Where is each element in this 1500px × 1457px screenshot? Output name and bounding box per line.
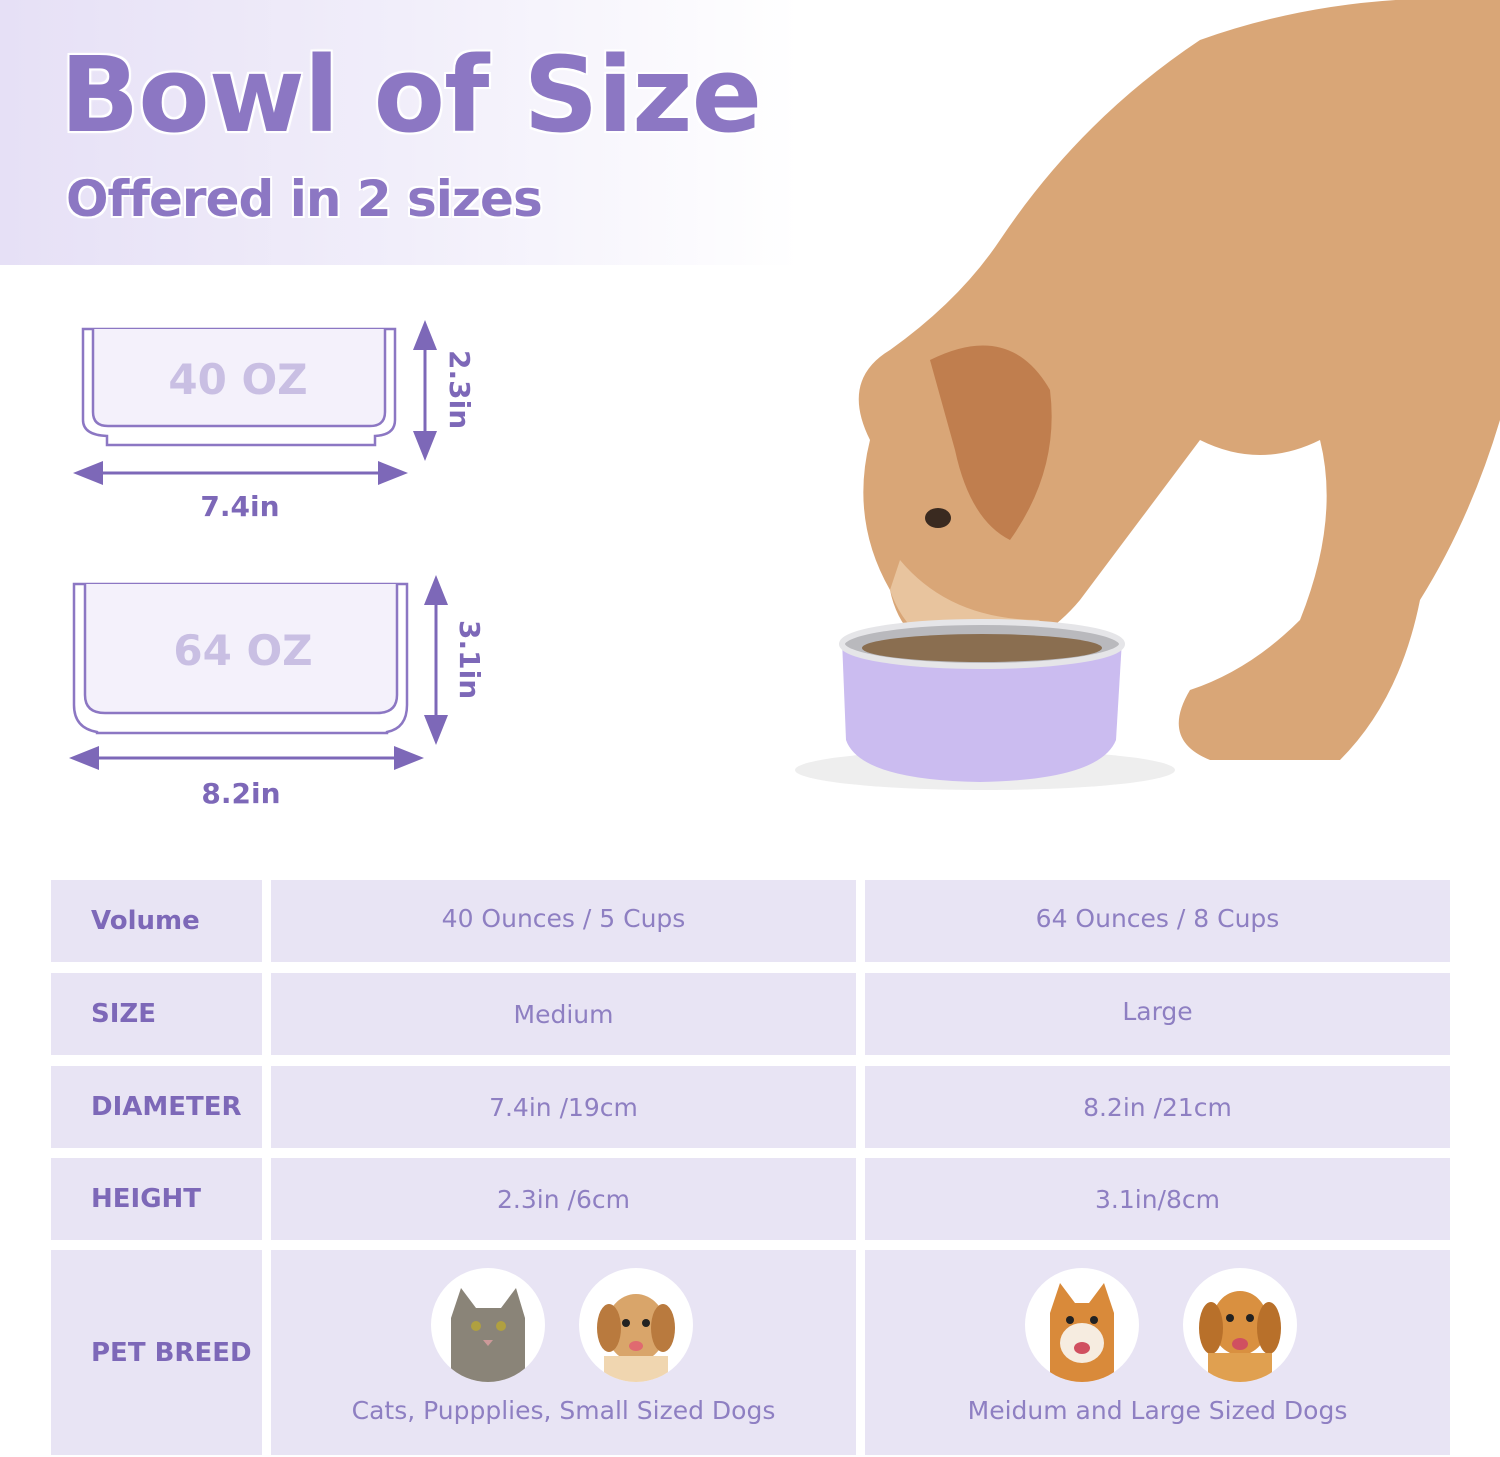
volume-medium: 40 Ounces / 5 Cups [271,880,856,962]
page-title: Bowl of Size [60,34,762,156]
large-capacity: 64 OZ [173,626,312,675]
large-width-label: 8.2in [201,777,280,810]
size-large: Large [865,973,1450,1055]
shiba-photo [1025,1268,1139,1382]
dog-eating-photo [795,0,1500,790]
height-large: 3.1in/8cm [865,1158,1450,1240]
row-label-volume: Volume [51,880,262,962]
small-height-label: 2.3in [443,350,476,429]
size-diagram: 40 OZ 2.3in 7.4in 64 OZ 3.1in 8.2in [69,320,486,810]
row-label-pet-breed: PET BREED [51,1250,262,1455]
large-bowl-outline: 64 OZ [72,582,409,735]
diameter-medium: 7.4in /19cm [271,1066,856,1148]
breed-medium-cell [271,1250,856,1455]
large-height-label: 3.1in [453,620,486,699]
size-medium: Medium [271,973,856,1055]
breed-large-text: Meidum and Large Sized Dogs [967,1396,1348,1425]
height-medium: 2.3in /6cm [271,1158,856,1240]
cat-photo [431,1268,545,1382]
row-label-diameter: DIAMETER [51,1066,262,1148]
diameter-large: 8.2in /21cm [865,1066,1450,1148]
small-bowl-outline: 40 OZ [81,327,397,447]
row-label-size: SIZE [51,973,262,1055]
volume-large: 64 Ounces / 8 Cups [865,880,1450,962]
small-capacity: 40 OZ [168,355,307,404]
breed-medium-text: Cats, Puppplies, Small Sized Dogs [351,1396,776,1425]
page-subtitle: Offered in 2 sizes [66,170,543,228]
header-banner [0,0,800,265]
small-width-label: 7.4in [200,490,279,523]
breed-large-cell [865,1250,1450,1455]
puppy-photo [579,1268,693,1382]
golden-retriever-photo [1183,1268,1297,1382]
row-label-height: HEIGHT [51,1158,262,1240]
